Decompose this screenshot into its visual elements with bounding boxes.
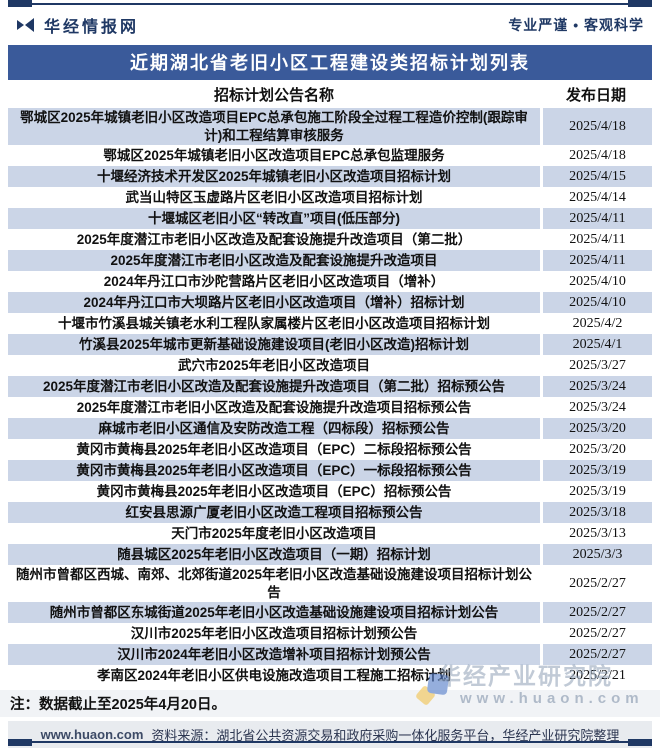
announcement-name: 2025年度潜江市老旧小区改造及配套设施提升改造项目 xyxy=(110,252,438,268)
table-rows: 鄂城区2025年城镇老旧小区改造项目EPC总承包施工阶段全过程工程造价控制(跟踪… xyxy=(8,108,652,687)
publish-date: 2025/2/27 xyxy=(540,602,652,624)
table-row: 2025年度潜江市老旧小区改造及配套设施提升改造项目（第二批） 2025/4/11 xyxy=(8,229,652,251)
table-row: 黄冈市黄梅县2025年老旧小区改造项目（EPC）招标预公告 2025/3/19 xyxy=(8,481,652,503)
table-row: 竹溪县2025年城市更新基础设施建设项目(老旧小区改造)招标计划 2025/4/1 xyxy=(8,334,652,356)
announcement-name: 鄂城区2025年城镇老旧小区改造项目EPC总承包监理服务 xyxy=(103,147,445,163)
publish-date: 2025/3/27 xyxy=(540,355,652,377)
brand-header: 华经情报网 专业严谨 • 客观科学 xyxy=(0,0,660,43)
top-rule xyxy=(8,3,652,5)
table-row: 十堰城区老旧小区“转改直”项目(低压部分) 2025/4/11 xyxy=(8,208,652,230)
table-row: 随州市曾都区西城、南郊、北郊街道2025年老旧小区改造基础设施建设项目招标计划公… xyxy=(8,565,652,603)
announcement-name: 十堰城区老旧小区“转改直”项目(低压部分) xyxy=(148,210,400,226)
announcement-name: 随县城区2025年老旧小区改造项目（一期）招标计划 xyxy=(117,546,431,562)
table-header-row: 招标计划公告名称 发布日期 xyxy=(8,80,652,108)
publish-date: 2025/4/15 xyxy=(540,166,652,188)
source-site: www.huaon.com xyxy=(40,727,144,743)
table-row: 天门市2025年度老旧小区改造项目 2025/3/13 xyxy=(8,523,652,545)
publish-date: 2025/3/18 xyxy=(540,502,652,524)
publish-date: 2025/3/19 xyxy=(540,481,652,503)
publish-date: 2025/2/21 xyxy=(540,665,652,687)
announcement-name: 红安县思源广厦老旧小区改造工程项目招标预公告 xyxy=(125,504,423,520)
publish-date: 2025/3/13 xyxy=(540,523,652,545)
table-row: 红安县思源广厦老旧小区改造工程项目招标预公告 2025/3/18 xyxy=(8,502,652,524)
publish-date: 2025/4/11 xyxy=(540,208,652,230)
announcement-name: 2025年度潜江市老旧小区改造及配套设施提升改造项目（第二批）招标预公告 xyxy=(42,378,506,394)
source-text: 资料来源：湖北省公共资源交易和政府采购一体化服务平台，华经产业研究院整理 xyxy=(151,728,620,744)
table-row: 2025年度潜江市老旧小区改造及配套设施提升改造项目 2025/4/11 xyxy=(8,250,652,272)
table-row: 鄂城区2025年城镇老旧小区改造项目EPC总承包监理服务 2025/4/18 xyxy=(8,145,652,167)
brand-name: 华经情报网 xyxy=(44,19,140,36)
table-row: 麻城市老旧小区通信及安防改造工程（四标段）招标预公告 2025/3/20 xyxy=(8,418,652,440)
publish-date: 2025/3/3 xyxy=(540,544,652,566)
publish-date: 2025/4/18 xyxy=(540,108,652,146)
announcement-name: 2024年丹江口市沙陀营路片区老旧小区改造项目（增补） xyxy=(103,273,445,289)
publish-date: 2025/4/1 xyxy=(540,334,652,356)
publish-date: 2025/4/11 xyxy=(540,229,652,251)
publish-date: 2025/4/2 xyxy=(540,313,652,335)
table-row: 黄冈市黄梅县2025年老旧小区改造项目（EPC）一标段招标预公告 2025/3/1… xyxy=(8,460,652,482)
bottom-rule xyxy=(8,741,652,743)
table-row: 孝南区2024年老旧小区供电设施改造项目工程施工招标计划 2025/2/21 xyxy=(8,665,652,687)
publish-date: 2025/2/27 xyxy=(540,644,652,666)
brand-tagline: 专业严谨 • 客观科学 xyxy=(508,17,644,33)
announcement-name: 2024年丹江口市大坝路片区老旧小区改造项目（增补）招标计划 xyxy=(83,294,465,310)
table-row: 随县城区2025年老旧小区改造项目（一期）招标计划 2025/3/3 xyxy=(8,544,652,566)
announcement-name: 十堰经济技术开发区2025年城镇老旧小区改造项目招标计划 xyxy=(96,168,452,184)
table-row: 十堰经济技术开发区2025年城镇老旧小区改造项目招标计划 2025/4/15 xyxy=(8,166,652,188)
publish-date: 2025/2/27 xyxy=(540,623,652,645)
publish-date: 2025/3/24 xyxy=(540,397,652,419)
table-row: 2025年度潜江市老旧小区改造及配套设施提升改造项目招标预公告 2025/3/24 xyxy=(8,397,652,419)
table-row: 汉川市2025年老旧小区改造项目招标计划预公告 2025/2/27 xyxy=(8,623,652,645)
publish-date: 2025/3/20 xyxy=(540,439,652,461)
table-row: 十堰市竹溪县城关镇老水利工程队家属楼片区老旧小区改造项目招标计划 2025/4/2 xyxy=(8,313,652,335)
huaon-logo-icon xyxy=(16,17,36,33)
announcement-name: 随州市曾都区东城街道2025年老旧小区改造基础设施建设项目招标计划公告 xyxy=(49,604,499,620)
announcement-name: 黄冈市黄梅县2025年老旧小区改造项目（EPC）二标段招标预公告 xyxy=(76,441,472,457)
publish-date: 2025/3/19 xyxy=(540,460,652,482)
announcement-name: 汉川市2024年老旧小区改造增补项目招标计划预公告 xyxy=(117,646,431,662)
table-row: 黄冈市黄梅县2025年老旧小区改造项目（EPC）二标段招标预公告 2025/3/2… xyxy=(8,439,652,461)
table-row: 随州市曾都区东城街道2025年老旧小区改造基础设施建设项目招标计划公告 2025/… xyxy=(8,602,652,624)
publish-date: 2025/4/10 xyxy=(540,292,652,314)
announcement-name: 十堰市竹溪县城关镇老水利工程队家属楼片区老旧小区改造项目招标计划 xyxy=(58,315,490,331)
table-row: 2025年度潜江市老旧小区改造及配套设施提升改造项目（第二批）招标预公告 2025… xyxy=(8,376,652,398)
announcement-name: 汉川市2025年老旧小区改造项目招标计划预公告 xyxy=(130,625,418,641)
announcement-name: 鄂城区2025年城镇老旧小区改造项目EPC总承包施工阶段全过程工程造价控制(跟踪… xyxy=(20,110,528,143)
publish-date: 2025/4/18 xyxy=(540,145,652,167)
publish-date: 2025/3/20 xyxy=(540,418,652,440)
column-header-name: 招标计划公告名称 xyxy=(213,87,334,104)
publish-date: 2025/3/24 xyxy=(540,376,652,398)
page-title: 近期湖北省老旧小区工程建设类招标计划列表 xyxy=(8,45,652,80)
table-row: 武当山特区玉虚路片区老旧小区改造项目招标计划 2025/4/14 xyxy=(8,187,652,209)
announcement-name: 随州市曾都区西城、南郊、北郊街道2025年老旧小区改造基础设施建设项目招标计划公… xyxy=(15,567,533,600)
announcement-name: 2025年度潜江市老旧小区改造及配套设施提升改造项目（第二批） xyxy=(76,231,472,247)
announcement-name: 2025年度潜江市老旧小区改造及配套设施提升改造项目招标预公告 xyxy=(76,399,472,415)
announcement-name: 武当山特区玉虚路片区老旧小区改造项目招标计划 xyxy=(125,189,423,205)
publish-date: 2025/4/11 xyxy=(540,250,652,272)
announcement-name: 黄冈市黄梅县2025年老旧小区改造项目（EPC）一标段招标预公告 xyxy=(76,462,472,478)
announcement-name: 孝南区2024年老旧小区供电设施改造项目工程施工招标计划 xyxy=(96,667,452,683)
table-row: 武穴市2025年老旧小区改造项目 2025/3/27 xyxy=(8,355,652,377)
top-right-corner-mark xyxy=(628,0,652,7)
bottom-right-corner-mark xyxy=(628,739,652,746)
table-row: 2024年丹江口市沙陀营路片区老旧小区改造项目（增补） 2025/4/10 xyxy=(8,271,652,293)
table-row: 2024年丹江口市大坝路片区老旧小区改造项目（增补）招标计划 2025/4/10 xyxy=(8,292,652,314)
announcement-name: 竹溪县2025年城市更新基础设施建设项目(老旧小区改造)招标计划 xyxy=(78,336,470,352)
table-row: 汉川市2024年老旧小区改造增补项目招标计划预公告 2025/2/27 xyxy=(8,644,652,666)
publish-date: 2025/4/14 xyxy=(540,187,652,209)
publish-date: 2025/4/10 xyxy=(540,271,652,293)
column-header-date: 发布日期 xyxy=(565,87,626,104)
table-row: 鄂城区2025年城镇老旧小区改造项目EPC总承包施工阶段全过程工程造价控制(跟踪… xyxy=(8,108,652,146)
announcement-name: 武穴市2025年老旧小区改造项目 xyxy=(177,357,371,373)
announcement-name: 麻城市老旧小区通信及安防改造工程（四标段）招标预公告 xyxy=(98,420,450,436)
data-cutoff-note: 注：数据截止至2025年4月20日。 xyxy=(0,690,660,718)
announcement-name: 黄冈市黄梅县2025年老旧小区改造项目（EPC）招标预公告 xyxy=(96,483,452,499)
source-bar: www.huaon.com 资料来源：湖北省公共资源交易和政府采购一体化服务平台… xyxy=(8,721,652,748)
publish-date: 2025/2/27 xyxy=(540,565,652,603)
announcement-name: 天门市2025年度老旧小区改造项目 xyxy=(171,525,377,541)
brand-logo: 华经情报网 xyxy=(16,13,139,37)
